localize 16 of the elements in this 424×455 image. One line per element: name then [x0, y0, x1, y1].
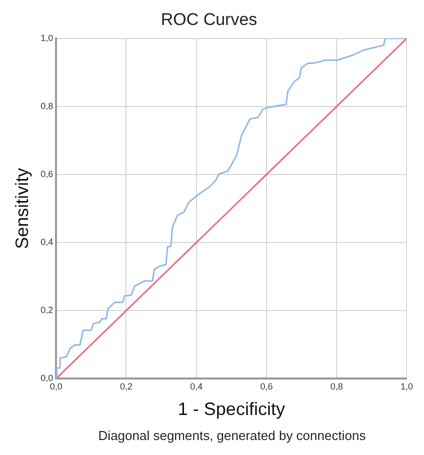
y-tick-label: 0,8	[40, 100, 54, 111]
x-tick-label: 0,4	[190, 381, 203, 392]
x-tick-label: 0,8	[330, 381, 343, 392]
y-axis-title: Sensitivity	[12, 168, 32, 250]
y-tick-label: 0,6	[40, 168, 54, 179]
x-tick-label: 0,2	[120, 381, 132, 392]
y-tick-label: 0,2	[40, 305, 54, 316]
chart-title: ROC Curves	[160, 10, 258, 29]
text: Diagonal segments, generated by connections	[98, 428, 366, 444]
y-tick-label: 0,0	[40, 373, 54, 384]
x-tick-label: 0,6	[260, 381, 273, 392]
y-tick-label: 0,4	[40, 237, 54, 248]
x-tick-label: 0,0	[50, 381, 62, 392]
x-tick-label: 1,0	[400, 381, 413, 392]
y-tick-label: 1,0	[40, 32, 54, 43]
x-axis-title: 1 - Specificity	[178, 399, 285, 420]
